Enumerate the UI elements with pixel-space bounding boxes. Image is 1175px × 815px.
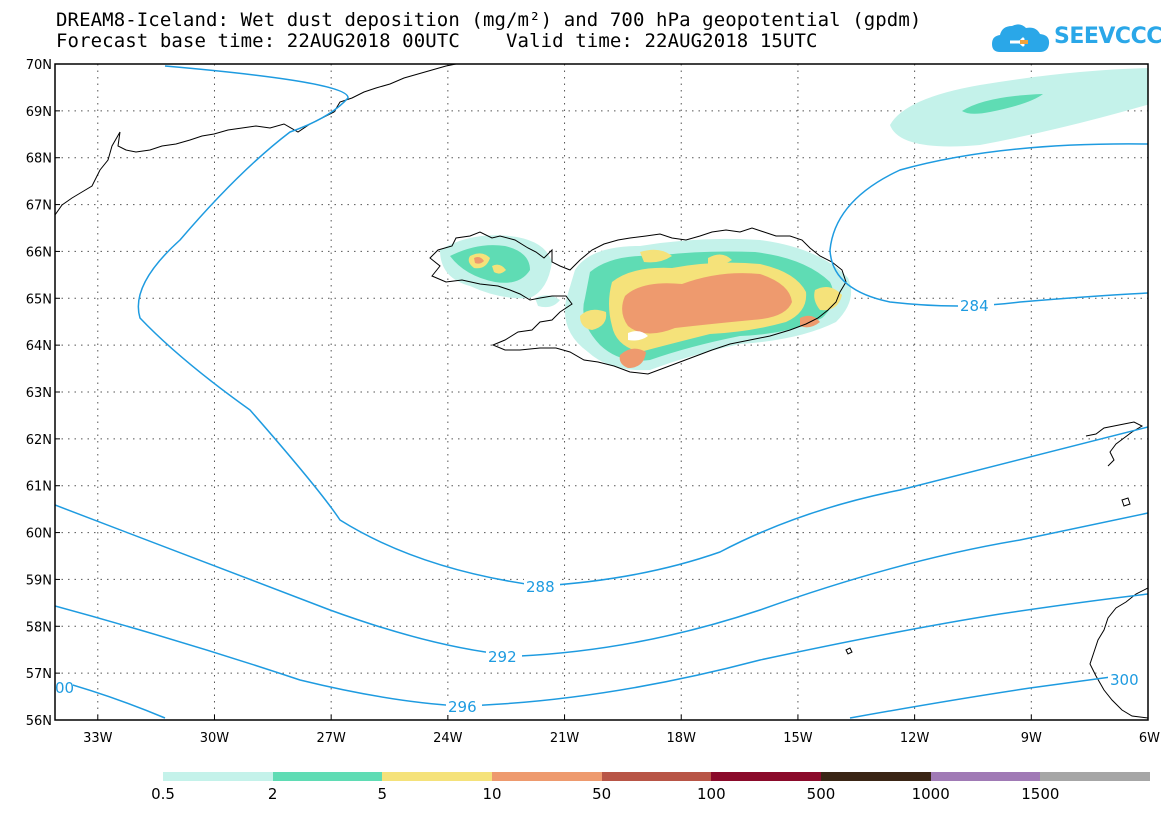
legend-swatch — [821, 772, 931, 781]
coastline-iceland — [429, 227, 847, 375]
lat-label: 62N — [26, 433, 52, 448]
legend-swatch — [163, 772, 273, 781]
lon-label: 12W — [900, 731, 930, 746]
legend-label: 2 — [267, 785, 278, 803]
legend-swatch — [382, 772, 493, 781]
legend-label: 10 — [482, 785, 502, 803]
lon-label: 33W — [83, 731, 113, 746]
legend-label: 100 — [697, 785, 726, 803]
map-grid — [55, 64, 1148, 720]
lat-label: 69N — [26, 105, 52, 120]
lat-label: 64N — [26, 339, 52, 354]
contour-labels: 284 288 292 296 00 300 — [55, 296, 1148, 716]
lon-label: 21W — [550, 731, 580, 746]
lon-label: 24W — [433, 731, 463, 746]
lat-label: 59N — [26, 573, 52, 588]
legend-label: 1500 — [1021, 785, 1060, 803]
contour-label-292: 292 — [488, 648, 517, 666]
legend-swatch — [601, 772, 712, 781]
lon-label: 27W — [316, 731, 346, 746]
contour-300-east — [849, 671, 1148, 719]
lon-label: 15W — [783, 731, 813, 746]
axis-ticks — [55, 63, 1149, 721]
contour-label-288: 288 — [526, 578, 555, 596]
legend-swatch — [930, 772, 1041, 781]
lat-label: 58N — [26, 620, 52, 635]
legend-label: 500 — [806, 785, 836, 803]
lat-label: 65N — [26, 292, 52, 307]
contour-288 — [137, 65, 1148, 587]
contour-label-284: 284 — [960, 297, 989, 315]
lat-label: 66N — [26, 245, 52, 260]
longitude-labels: 33W 30W 27W 24W 21W 18W 15W 12W 9W 6W — [83, 731, 1160, 746]
lat-label: 70N — [26, 58, 52, 73]
lon-label: 6W — [1139, 731, 1160, 746]
legend-swatch — [1040, 772, 1151, 781]
dust-deposition-northeast — [890, 68, 1148, 147]
map-subtitle: Forecast base time: 22AUG2018 00UTC Vali… — [56, 30, 818, 52]
coastline-greenland — [55, 64, 457, 216]
dust-deposition-iceland — [440, 235, 852, 371]
lat-label: 68N — [26, 152, 52, 167]
coastline-faroe — [1085, 421, 1144, 467]
contour-284-east — [829, 143, 1148, 307]
lat-label: 56N — [26, 714, 52, 729]
lat-label: 67N — [26, 199, 52, 214]
legend-labels: 0.5 2 5 10 50 100 500 1000 1500 — [0, 785, 1175, 805]
legend-swatch — [492, 772, 602, 781]
legend-label: 5 — [377, 785, 388, 803]
color-legend — [163, 772, 1151, 781]
contour-label-300-left: 00 — [55, 679, 74, 697]
lon-label: 30W — [200, 731, 230, 746]
contour-292 — [55, 504, 1148, 657]
coastline-scotland — [1089, 587, 1148, 719]
lat-label: 57N — [26, 667, 52, 682]
legend-swatch — [272, 772, 383, 781]
contour-label-296: 296 — [448, 698, 477, 716]
legend-label: 1000 — [911, 785, 950, 803]
lat-label: 61N — [26, 480, 52, 495]
contour-label-300-right: 300 — [1110, 671, 1139, 689]
lat-label: 63N — [26, 386, 52, 401]
legend-label: 0.5 — [151, 785, 175, 803]
geopotential-contours — [55, 65, 1148, 719]
coastlines — [55, 64, 1148, 719]
lon-label: 9W — [1021, 731, 1042, 746]
contour-296 — [55, 593, 1148, 707]
legend-label: 50 — [592, 785, 612, 803]
lon-label: 18W — [667, 731, 697, 746]
lat-label: 60N — [26, 527, 52, 542]
logo-text: SEEVCCC — [1054, 24, 1162, 49]
legend-swatch — [711, 772, 822, 781]
latitude-labels: 70N 69N 68N 67N 66N 65N 64N 63N 62N 61N 60N 59N 58N 5… — [26, 58, 52, 729]
seevccc-logo: SEEVCCC — [990, 18, 1162, 58]
cloud-logo-icon — [992, 24, 1050, 52]
map-title: DREAM8-Iceland: Wet dust deposition (mg/… — [56, 9, 922, 31]
